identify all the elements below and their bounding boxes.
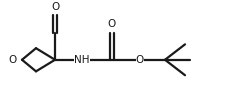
Text: O: O [51,2,59,12]
Text: O: O [9,55,17,65]
Text: O: O [136,55,144,65]
Text: NH: NH [74,55,90,65]
Text: O: O [108,19,116,29]
